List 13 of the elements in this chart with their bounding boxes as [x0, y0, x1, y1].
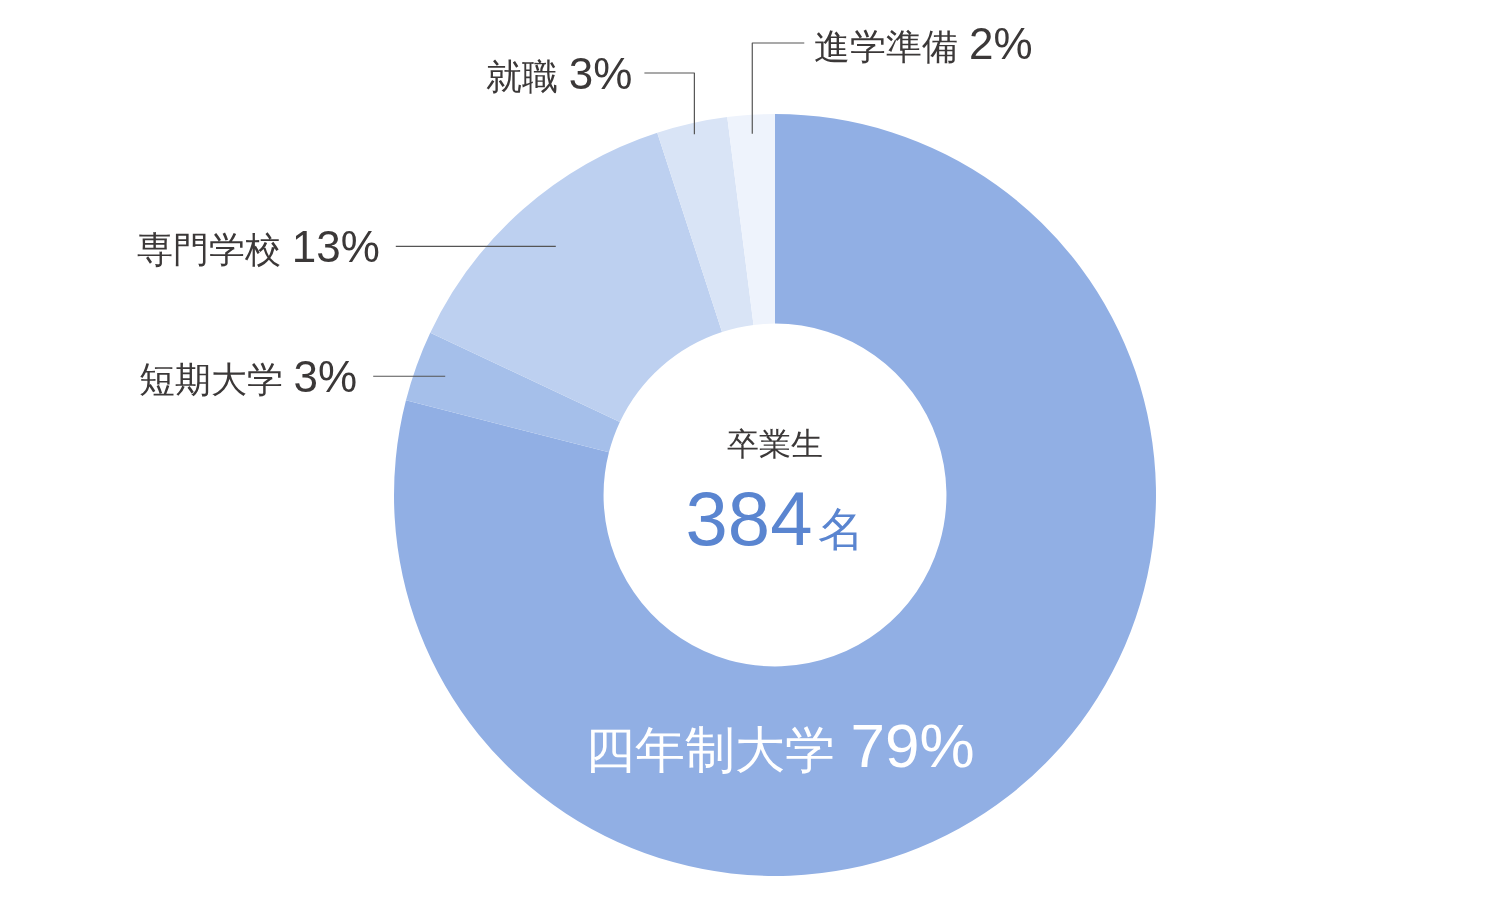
- slice-label: 短期大学: [138, 359, 283, 401]
- data-label: 3%: [568, 48, 633, 98]
- text: 名: [818, 503, 865, 555]
- data-label: 13%: [291, 222, 380, 272]
- slice-label: 進学準備: [814, 25, 959, 67]
- data-label: 3%: [293, 352, 358, 402]
- data-label: 2%: [969, 18, 1033, 68]
- slice-label: 四年制大学: [585, 722, 836, 779]
- text: 384: [685, 476, 813, 561]
- slice-label: 就職: [485, 55, 558, 97]
- text: 卒業生: [727, 426, 823, 462]
- data-label: 79%: [850, 711, 975, 781]
- slice-label: 専門学校: [136, 229, 281, 271]
